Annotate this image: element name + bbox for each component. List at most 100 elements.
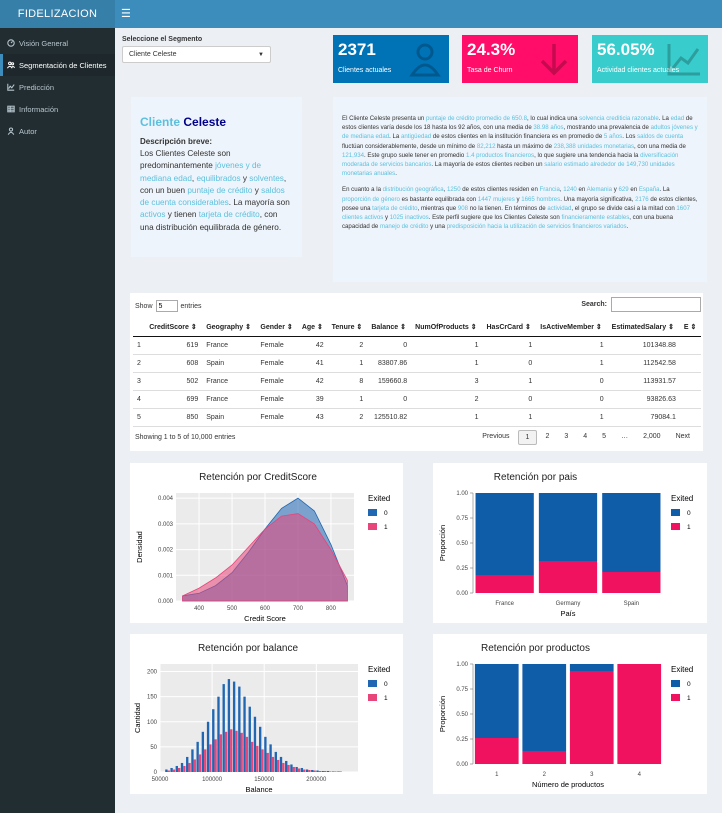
page-length-input[interactable] <box>155 300 178 312</box>
histogram-bar-exited-1 <box>167 770 170 772</box>
chart-balance: Retención por balance 0 50 100 150 200 50000 1… <box>130 634 403 794</box>
menu-toggle-icon[interactable]: ☰ <box>121 8 131 20</box>
sidebar-item-informacion[interactable]: Información <box>0 98 115 120</box>
sidebar: Visión General Segmentación de Clientes … <box>0 28 115 813</box>
legend-label: 0 <box>384 510 388 517</box>
page-button[interactable]: 2,000 <box>643 433 661 440</box>
sidebar-item-autor[interactable]: Autor <box>0 120 115 142</box>
stacked-bar-exited-1 <box>475 575 534 593</box>
column-header[interactable]: Geography ⇕ <box>202 318 257 337</box>
histogram-bar-exited-1 <box>245 736 249 772</box>
legend-label: 0 <box>687 510 691 517</box>
page-button[interactable]: 2 <box>545 433 550 440</box>
histogram-bar-exited-1 <box>235 730 238 772</box>
table-cell: 4 <box>133 390 146 409</box>
stacked-bar-exited-0 <box>569 664 614 671</box>
column-header[interactable]: CreditScore ⇕ <box>145 318 203 337</box>
caret-down-icon: ▼ <box>258 51 264 58</box>
column-header[interactable]: Balance ⇕ <box>367 318 412 337</box>
y-tick-label: 0.00 <box>456 762 468 768</box>
histogram-bar-exited-0 <box>321 770 324 772</box>
page-button[interactable]: 1 <box>517 430 538 445</box>
kpi-value: 24.3% <box>467 40 516 59</box>
table-cell: 0 <box>536 390 608 409</box>
page-button[interactable]: 4 <box>583 433 588 440</box>
table-cell <box>679 372 701 391</box>
table-cell: 112542.58 <box>607 354 680 373</box>
segment-select[interactable]: Cliente Celeste ▼ <box>122 46 271 63</box>
histogram-bar-exited-1 <box>219 734 223 772</box>
column-header[interactable]: Gender ⇕ <box>256 318 298 337</box>
column-header[interactable]: Tenure ⇕ <box>327 318 368 337</box>
segment-label: Seleccione el Segmento <box>122 36 203 43</box>
histogram-bar-exited-1 <box>318 770 322 772</box>
table-cell: 79084.1 <box>607 408 680 427</box>
sidebar-item-vision-general[interactable]: Visión General <box>0 32 115 54</box>
table-cell: France <box>202 390 257 409</box>
column-header[interactable]: EstimatedSalary ⇕ <box>607 318 680 337</box>
histogram-bar-exited-1 <box>204 749 207 772</box>
column-header[interactable]: IsActiveMember ⇕ <box>536 318 608 337</box>
page-button[interactable]: 3 <box>564 433 569 440</box>
histogram-bar-exited-0 <box>248 706 251 772</box>
y-tick-label: 0.50 <box>456 541 468 547</box>
histogram-bar-exited-1 <box>198 754 202 772</box>
histogram-bar-exited-0 <box>222 684 225 772</box>
histogram-bar-exited-1 <box>271 756 275 772</box>
table-cell: 42 <box>297 372 328 391</box>
sidebar-item-label: Información <box>19 104 59 114</box>
column-header[interactable]: NumOfProducts ⇕ <box>411 318 483 337</box>
x-tick-label: France <box>495 601 514 607</box>
search-input[interactable] <box>611 297 701 312</box>
histogram-bar-exited-1 <box>261 749 264 772</box>
stacked-bar-exited-1 <box>522 751 567 764</box>
y-axis-label: Densidad <box>135 531 144 563</box>
y-tick-label: 0 <box>154 770 158 776</box>
y-axis-label: Cantidad <box>133 703 142 733</box>
sidebar-item-segmentacion[interactable]: Segmentación de Clientes <box>0 54 115 76</box>
stacked-bar-exited-1 <box>617 664 662 764</box>
histogram-bar-exited-0 <box>201 731 205 772</box>
y-tick-label: 0.001 <box>158 573 174 579</box>
table-row[interactable]: 1 619 France Female 42 2 0 1 1 1 101348.88 <box>133 336 701 355</box>
histogram-bar-exited-0 <box>206 721 210 772</box>
histogram-bar-exited-0 <box>170 767 173 772</box>
stacked-bar-exited-0 <box>538 493 598 561</box>
table-row[interactable]: 5 850 Spain Female 43 2 125510.82 1 1 1 79084.1 <box>133 408 701 427</box>
legend-swatch <box>671 694 680 701</box>
histogram-bar-exited-1 <box>250 741 254 772</box>
arrow-down-icon <box>540 44 568 76</box>
table-cell: 1 <box>536 408 608 427</box>
y-tick-label: 150 <box>147 695 158 701</box>
legend-swatch <box>368 509 377 516</box>
histogram-bar-exited-0 <box>217 696 220 772</box>
table-cell: 0 <box>482 390 537 409</box>
app-logo[interactable]: FIDELIZACION <box>0 0 115 28</box>
column-header[interactable] <box>133 318 146 337</box>
page-button[interactable]: 5 <box>602 433 607 440</box>
column-header[interactable]: Age ⇕ <box>297 318 328 337</box>
legend-swatch <box>368 694 377 701</box>
page-button[interactable]: Previous <box>482 433 510 440</box>
histogram-bar-exited-0 <box>175 765 178 772</box>
sidebar-item-prediccion[interactable]: Predicción <box>0 76 115 98</box>
page-button[interactable]: Next <box>675 433 690 440</box>
x-tick-label: 500 <box>227 606 238 612</box>
kpi-value: 2371 <box>338 40 376 59</box>
chart-productos: Retención por productos 0.00 0.25 0.50 0.75… <box>433 634 707 794</box>
table-row[interactable]: 2 608 Spain Female 41 1 83807.86 1 0 1 112542.58 <box>133 354 701 373</box>
column-header[interactable]: HasCrCard ⇕ <box>482 318 537 337</box>
table-row[interactable]: 4 699 France Female 39 1 0 2 0 0 93826.63 <box>133 390 701 409</box>
table-cell <box>679 408 701 427</box>
users-icon <box>7 61 15 69</box>
histogram-bar-exited-0 <box>264 736 267 772</box>
page-button[interactable]: … <box>621 433 629 440</box>
histogram-bar-exited-0 <box>243 696 246 772</box>
x-tick-label: Spain <box>624 601 639 607</box>
table-row[interactable]: 3 502 France Female 42 8 159660.8 3 1 0 113931.57 <box>133 372 701 391</box>
kpi-label: Clientes actuales <box>338 67 392 74</box>
x-tick-label: 3 <box>590 772 594 778</box>
line-chart-icon <box>667 44 700 76</box>
histogram-bar-exited-1 <box>188 762 191 772</box>
column-header[interactable]: E ⇕ <box>679 318 701 337</box>
